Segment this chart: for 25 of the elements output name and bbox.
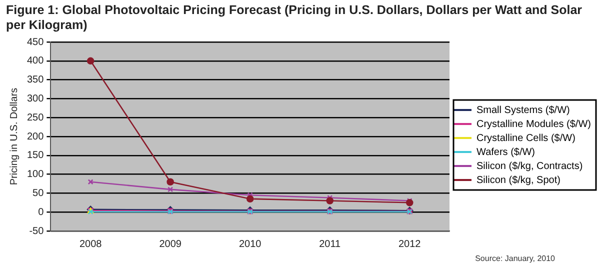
y-tick-label: 200: [26, 131, 44, 142]
x-tick-label: 2008: [79, 238, 102, 250]
y-tick-label: 150: [26, 150, 44, 162]
x-tick-label: 2011: [319, 238, 342, 250]
legend-label: Silicon ($/kg, Spot): [476, 174, 560, 186]
y-axis-title: Pricing in U.S. Dollars: [8, 88, 20, 186]
y-tick-label: 50: [32, 188, 44, 199]
source-note: Source: January, 2010: [474, 254, 555, 263]
y-tick-label: 350: [26, 74, 44, 86]
y-tick-label: 0: [38, 206, 44, 218]
x-tick-label: 2010: [238, 238, 262, 250]
y-tick-label: -50: [29, 226, 44, 237]
legend-label: Silicon ($/kg, Contracts): [476, 160, 583, 172]
legend-label: Crystalline Cells ($/W): [476, 132, 576, 144]
y-tick-label: 100: [26, 169, 44, 180]
y-tick-label: 300: [26, 93, 44, 104]
y-tick-label: 450: [26, 36, 44, 48]
x-tick-label: 2009: [159, 238, 182, 250]
legend-label: Small Systems ($/W): [476, 104, 570, 116]
x-tick-label: 2012: [398, 238, 422, 250]
y-tick-label: 250: [26, 112, 44, 124]
legend-label: Crystalline Modules ($/W): [476, 118, 591, 130]
chart-title: Figure 1: Global Photovoltaic Pricing Forecast (Pricing in U.S. Dollars, Dollars per Watt and Solar per Kilogram): [5, 2, 584, 33]
y-tick-label: 400: [26, 56, 44, 67]
legend-label: Wafers ($/W): [476, 146, 536, 158]
